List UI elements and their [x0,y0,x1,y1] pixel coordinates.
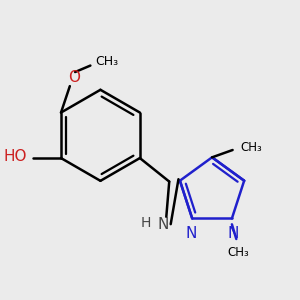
Text: N: N [185,226,196,241]
Text: CH₃: CH₃ [227,246,249,259]
Text: CH₃: CH₃ [240,141,262,154]
Text: CH₃: CH₃ [95,55,118,68]
Text: H: H [141,216,151,230]
Text: N: N [228,226,239,241]
Text: N: N [158,217,169,232]
Text: HO: HO [4,149,27,164]
Text: O: O [68,70,80,85]
